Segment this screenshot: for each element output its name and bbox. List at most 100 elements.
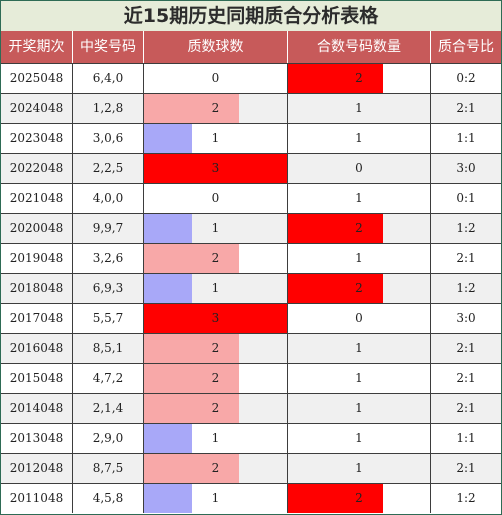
table-row: 2015048 4,7,2 2 1 2:1 xyxy=(1,363,501,393)
composite-count-cell-text: 1 xyxy=(355,341,363,355)
composite-count-cell: 1 xyxy=(288,94,431,123)
prime-count-cell: 2 xyxy=(144,334,288,363)
period-cell-text: 2023048 xyxy=(9,131,64,145)
table-row: 2014048 2,1,4 2 1 2:1 xyxy=(1,393,501,423)
table-header: 开奖期次 中奖号码 质数球数 合数号码数量 质合号比 xyxy=(1,31,501,63)
table-row: 2011048 4,5,8 1 2 1:2 xyxy=(1,483,501,513)
period-cell-text: 2013048 xyxy=(9,431,64,445)
prime-count-cell-text: 1 xyxy=(211,221,220,235)
table-row: 2023048 3,0,6 1 1 1:1 xyxy=(1,123,501,153)
composite-count-cell-text: 2 xyxy=(355,71,363,85)
composite-count-cell: 2 xyxy=(288,484,431,513)
composite-count-cell: 1 xyxy=(288,184,431,213)
period-cell-text: 2015048 xyxy=(9,371,64,385)
composite-count-cell: 1 xyxy=(288,124,431,153)
prime-count-cell: 2 xyxy=(144,454,288,483)
numbers-cell-text: 1,2,8 xyxy=(92,101,124,115)
numbers-cell: 9,9,7 xyxy=(73,214,144,243)
composite-count-cell: 1 xyxy=(288,244,431,273)
period-cell: 2015048 xyxy=(1,364,73,393)
ratio-cell: 0:1 xyxy=(431,184,501,213)
ratio-cell-text: 0:2 xyxy=(456,71,476,85)
ratio-cell-text: 2:1 xyxy=(456,251,476,265)
prime-count-bar xyxy=(144,364,240,393)
table-row: 2025048 6,4,0 0 2 0:2 xyxy=(1,63,501,93)
numbers-cell: 4,7,2 xyxy=(73,364,144,393)
header-prime-count: 质数球数 xyxy=(144,31,288,63)
period-cell: 2024048 xyxy=(1,94,73,123)
composite-count-cell-text: 1 xyxy=(355,371,363,385)
prime-count-cell: 0 xyxy=(144,184,288,213)
composite-count-cell-text: 2 xyxy=(355,221,363,235)
composite-count-cell-text: 1 xyxy=(355,131,363,145)
composite-count-cell-text: 1 xyxy=(355,401,363,415)
composite-count-cell: 1 xyxy=(288,424,431,453)
composite-count-bar xyxy=(288,274,383,303)
prime-count-bar xyxy=(144,244,240,273)
ratio-cell-text: 1:2 xyxy=(456,281,476,295)
numbers-cell-text: 4,0,0 xyxy=(92,191,124,205)
period-cell-text: 2022048 xyxy=(9,161,64,175)
period-cell: 2017048 xyxy=(1,304,73,333)
prime-count-cell: 2 xyxy=(144,364,288,393)
period-cell: 2018048 xyxy=(1,274,73,303)
composite-count-cell: 2 xyxy=(288,214,431,243)
numbers-cell-text: 2,9,0 xyxy=(92,431,124,445)
table-row: 2018048 6,9,3 1 2 1:2 xyxy=(1,273,501,303)
numbers-cell-text: 5,5,7 xyxy=(92,311,124,325)
prime-count-cell-text: 2 xyxy=(211,401,220,415)
numbers-cell: 8,5,1 xyxy=(73,334,144,363)
ratio-cell-text: 3:0 xyxy=(456,161,476,175)
ratio-cell: 3:0 xyxy=(431,304,501,333)
table-row: 2024048 1,2,8 2 1 2:1 xyxy=(1,93,501,123)
period-cell-text: 2016048 xyxy=(9,341,64,355)
ratio-cell-text: 2:1 xyxy=(456,401,476,415)
header-composite-count: 合数号码数量 xyxy=(288,31,431,63)
period-cell: 2021048 xyxy=(1,184,73,213)
table-row: 2016048 8,5,1 2 1 2:1 xyxy=(1,333,501,363)
prime-count-cell: 2 xyxy=(144,394,288,423)
prime-count-bar xyxy=(144,304,287,333)
numbers-cell-text: 4,7,2 xyxy=(92,371,124,385)
prime-count-bar xyxy=(144,484,192,513)
period-cell: 2025048 xyxy=(1,64,73,93)
composite-count-cell-text: 1 xyxy=(355,191,363,205)
prime-count-cell: 2 xyxy=(144,244,288,273)
ratio-cell-text: 2:1 xyxy=(456,341,476,355)
prime-count-cell-text: 1 xyxy=(211,281,220,295)
numbers-cell: 6,9,3 xyxy=(73,274,144,303)
ratio-cell: 2:1 xyxy=(431,334,501,363)
numbers-cell: 4,5,8 xyxy=(73,484,144,513)
composite-count-cell-text: 1 xyxy=(355,251,363,265)
numbers-cell-text: 6,4,0 xyxy=(92,71,124,85)
period-cell-text: 2014048 xyxy=(9,401,64,415)
prime-count-cell-text: 1 xyxy=(211,131,220,145)
numbers-cell: 8,7,5 xyxy=(73,454,144,483)
numbers-cell-text: 2,1,4 xyxy=(92,401,124,415)
composite-count-cell: 2 xyxy=(288,64,431,93)
period-cell: 2011048 xyxy=(1,484,73,513)
numbers-cell: 3,2,6 xyxy=(73,244,144,273)
prime-count-bar xyxy=(144,124,192,153)
period-cell: 2016048 xyxy=(1,334,73,363)
prime-count-bar xyxy=(144,454,240,483)
numbers-cell-text: 8,5,1 xyxy=(92,341,124,355)
numbers-cell: 3,0,6 xyxy=(73,124,144,153)
numbers-cell: 2,2,5 xyxy=(73,154,144,183)
composite-count-cell: 0 xyxy=(288,154,431,183)
header-ratio: 质合号比 xyxy=(438,39,494,55)
prime-count-bar xyxy=(144,94,240,123)
header-period: 开奖期次 xyxy=(1,31,73,63)
numbers-cell-text: 3,2,6 xyxy=(92,251,124,265)
period-cell-text: 2021048 xyxy=(9,191,64,205)
table-row: 2021048 4,0,0 0 1 0:1 xyxy=(1,183,501,213)
ratio-cell-text: 2:1 xyxy=(456,371,476,385)
prime-count-cell: 1 xyxy=(144,214,288,243)
ratio-cell: 1:1 xyxy=(431,124,501,153)
ratio-cell-text: 3:0 xyxy=(456,311,476,325)
prime-count-cell: 1 xyxy=(144,484,288,513)
period-cell-text: 2019048 xyxy=(9,251,64,265)
numbers-cell: 2,1,4 xyxy=(73,394,144,423)
prime-count-bar xyxy=(144,214,192,243)
